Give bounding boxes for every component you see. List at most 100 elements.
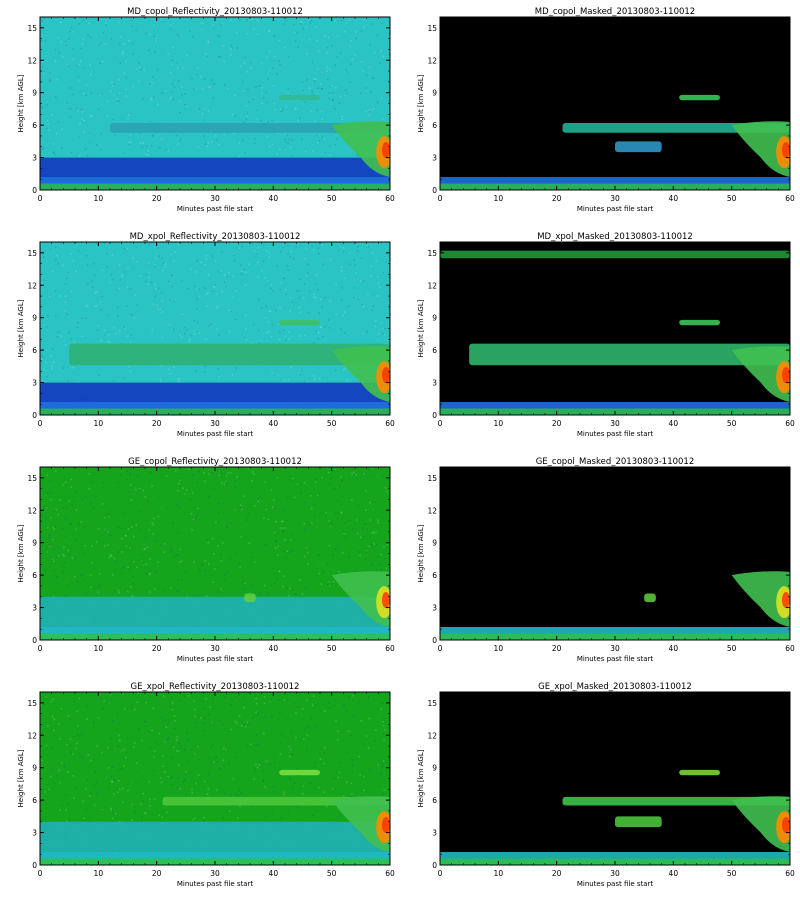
x-tick-label: 50 <box>327 419 337 428</box>
echo-band-1 <box>469 343 790 366</box>
chart-title: MD_xpol_Reflectivity_20130803-110012 <box>130 232 301 242</box>
storm-core-peak <box>381 141 390 158</box>
echo-band-2 <box>679 94 720 101</box>
x-tick-label: 60 <box>785 419 795 428</box>
x-tick-label: 20 <box>552 644 562 653</box>
y-tick-label: 9 <box>432 89 437 98</box>
y-tick-label: 9 <box>32 314 37 323</box>
x-tick-label: 60 <box>385 869 395 878</box>
storm-cell <box>331 346 390 403</box>
x-tick-label: 50 <box>327 194 337 203</box>
echo-band-2 <box>279 319 320 326</box>
x-tick-label: 30 <box>610 644 620 653</box>
y-tick-label: 3 <box>32 829 37 838</box>
storm-cell <box>731 346 790 403</box>
y-tick-label: 3 <box>432 379 437 388</box>
echo-band-1 <box>562 796 790 806</box>
x-tick-label: 0 <box>438 644 443 653</box>
y-axis-label: Height [km AGL] <box>417 524 425 582</box>
y-axis-label: Height [km AGL] <box>17 524 25 582</box>
x-tick-label: 60 <box>385 419 395 428</box>
chart-panel-7: 0 10 20 30 40 50 60 0 3 6 9 12 15 GE_xpol_Reflectivit… <box>0 675 400 900</box>
x-tick-label: 10 <box>94 869 104 878</box>
echo-band-2 <box>679 319 720 326</box>
storm-cell <box>731 121 790 178</box>
chart-svg: 0 10 20 30 40 50 60 0 3 6 9 12 15 GE_xpol_Reflectivit… <box>17 682 395 888</box>
chart-title: GE_copol_Masked_20130803-110012 <box>536 457 695 467</box>
x-tick-label: 0 <box>438 419 443 428</box>
y-tick-label: 0 <box>32 636 37 645</box>
y-axis-label: Height [km AGL] <box>17 299 25 357</box>
x-tick-label: 10 <box>94 644 104 653</box>
plot-background <box>440 692 790 865</box>
x-tick-label: 60 <box>385 194 395 203</box>
x-tick-label: 20 <box>152 194 162 203</box>
y-tick-label: 12 <box>27 281 37 290</box>
plot-background <box>440 17 790 190</box>
y-tick-label: 3 <box>432 154 437 163</box>
x-tick-label: 20 <box>152 419 162 428</box>
x-axis-label: Minutes past file start <box>177 655 254 663</box>
echo-band-1 <box>644 593 656 603</box>
x-tick-label: 50 <box>327 644 337 653</box>
x-tick-label: 10 <box>494 194 504 203</box>
plot-background <box>440 242 790 415</box>
x-axis-label: Minutes past file start <box>577 205 654 213</box>
chart-svg: 0 10 20 30 40 50 60 0 3 6 9 12 15 MD_xpol_Reflectivit… <box>17 232 395 438</box>
chart-panel-4: 0 10 20 30 40 50 60 0 3 6 9 12 15 MD_xpol_Masked_2013… <box>400 225 800 450</box>
echo-band-1 <box>110 122 390 133</box>
x-tick-label: 20 <box>152 869 162 878</box>
y-tick-label: 12 <box>427 731 437 740</box>
storm-core-peak <box>381 591 390 608</box>
x-tick-label: 50 <box>727 644 737 653</box>
x-tick-label: 30 <box>210 869 220 878</box>
y-tick-label: 12 <box>427 56 437 65</box>
storm-cell <box>331 121 390 178</box>
y-tick-label: 0 <box>432 411 437 420</box>
storm-core-peak <box>781 591 790 608</box>
chart-title: MD_xpol_Masked_20130803-110012 <box>537 232 693 242</box>
chart-svg: 0 10 20 30 40 50 60 0 3 6 9 12 15 MD_xpol_Masked_2013… <box>417 232 795 438</box>
y-tick-label: 15 <box>27 24 37 33</box>
chart-title: GE_xpol_Reflectivity_20130803-110012 <box>131 682 300 692</box>
echo-band-1 <box>69 343 390 366</box>
y-tick-label: 3 <box>432 829 437 838</box>
x-tick-label: 50 <box>327 869 337 878</box>
y-tick-label: 0 <box>32 411 37 420</box>
x-axis-label: Minutes past file start <box>177 205 254 213</box>
x-tick-label: 10 <box>494 419 504 428</box>
y-tick-label: 6 <box>32 121 37 130</box>
x-tick-label: 30 <box>610 419 620 428</box>
chart-svg: 0 10 20 30 40 50 60 0 3 6 9 12 15 MD_copol_Masked_201… <box>417 7 795 213</box>
storm-cell <box>731 571 790 628</box>
y-tick-label: 6 <box>32 796 37 805</box>
echo-band-3 <box>615 141 662 153</box>
x-tick-label: 30 <box>610 869 620 878</box>
x-tick-label: 0 <box>38 644 43 653</box>
x-tick-label: 0 <box>38 419 43 428</box>
y-tick-label: 6 <box>32 571 37 580</box>
x-tick-label: 60 <box>785 644 795 653</box>
y-tick-label: 6 <box>432 571 437 580</box>
chart-svg: 0 10 20 30 40 50 60 0 3 6 9 12 15 GE_copol_Reflectivi… <box>17 457 395 663</box>
storm-core-peak <box>781 141 790 158</box>
x-axis-label: Minutes past file start <box>177 430 254 438</box>
y-tick-label: 9 <box>32 89 37 98</box>
y-axis-label: Height [km AGL] <box>417 299 425 357</box>
x-tick-label: 40 <box>269 419 279 428</box>
echo-band-2 <box>679 769 720 776</box>
x-tick-label: 50 <box>727 869 737 878</box>
storm-cell <box>331 796 390 853</box>
echo-band-3 <box>615 816 662 828</box>
y-tick-label: 3 <box>32 379 37 388</box>
x-tick-label: 20 <box>552 194 562 203</box>
y-tick-label: 9 <box>432 539 437 548</box>
x-tick-label: 40 <box>269 869 279 878</box>
y-tick-label: 3 <box>32 604 37 613</box>
chart-svg: 0 10 20 30 40 50 60 0 3 6 9 12 15 GE_copol_Masked_201… <box>417 457 795 663</box>
x-axis-label: Minutes past file start <box>577 655 654 663</box>
y-tick-label: 12 <box>27 731 37 740</box>
x-tick-label: 30 <box>210 194 220 203</box>
y-tick-label: 9 <box>32 764 37 773</box>
echo-band-2 <box>244 593 256 603</box>
